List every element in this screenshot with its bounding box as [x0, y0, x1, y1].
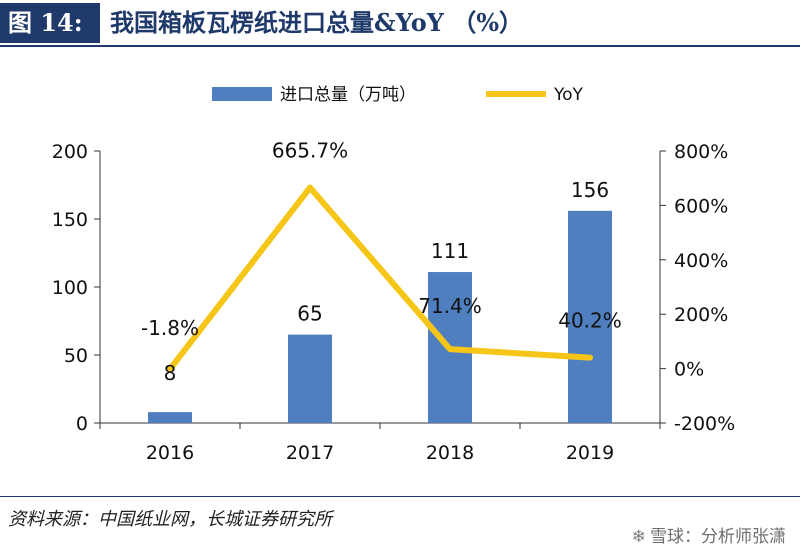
y-right-tick-label: 200%	[674, 304, 728, 326]
legend-label-line: YoY	[553, 85, 584, 105]
bar-data-label: 8	[164, 361, 177, 385]
snowball-logo-icon: ❄	[631, 527, 646, 547]
y-right-tick-label: 600%	[674, 195, 728, 217]
watermark: ❄ 雪球：分析师张潇	[632, 522, 786, 547]
x-tick-label: 2017	[286, 442, 334, 464]
watermark-text: 雪球：分析师张潇	[650, 527, 786, 547]
line-data-label: 40.2%	[558, 309, 622, 333]
chart-title: 我国箱板瓦楞纸进口总量&YoY （%）	[110, 8, 524, 37]
x-tick-label: 2018	[426, 442, 474, 464]
legend-label-bar: 进口总量（万吨）	[280, 85, 416, 105]
title-divider	[0, 45, 800, 47]
bar-data-label: 65	[297, 302, 322, 326]
bar	[288, 334, 332, 423]
legend-swatch-bar	[212, 87, 272, 101]
y-right-tick-label: 800%	[674, 141, 728, 163]
chart-area: 进口总量（万吨） YoY 0 50 100 150 200 -200% 0% 200% 400% 60…	[52, 85, 735, 464]
figure-header: 图 14: 我国箱板瓦楞纸进口总量&YoY （%）	[0, 0, 800, 48]
bar-data-label: 111	[431, 239, 469, 263]
y-left-tick-label: 200	[52, 141, 88, 163]
y-left-tick-label: 0	[76, 413, 88, 435]
y-left-tick-label: 150	[52, 209, 88, 231]
line-data-label: 665.7%	[272, 139, 348, 163]
y-right-tick-label: 400%	[674, 250, 728, 272]
y-left-tick-label: 50	[64, 345, 88, 367]
bar-data-label: 156	[571, 178, 609, 202]
line-data-label: -1.8%	[141, 316, 199, 340]
x-tick-label: 2016	[146, 442, 194, 464]
line-data-label: 71.4%	[418, 294, 482, 318]
footer-divider	[0, 496, 800, 497]
x-tick-label: 2019	[566, 442, 614, 464]
bar	[568, 210, 612, 423]
source-note: 资料来源：中国纸业网，长城证券研究所	[8, 509, 332, 530]
yoy-line	[167, 184, 593, 373]
y-left-tick-label: 100	[52, 277, 88, 299]
figure-label: 图 14:	[0, 3, 100, 43]
y-right-tick-label: 0%	[674, 359, 704, 381]
bar	[148, 412, 192, 423]
y-right-tick-label: -200%	[674, 413, 735, 435]
